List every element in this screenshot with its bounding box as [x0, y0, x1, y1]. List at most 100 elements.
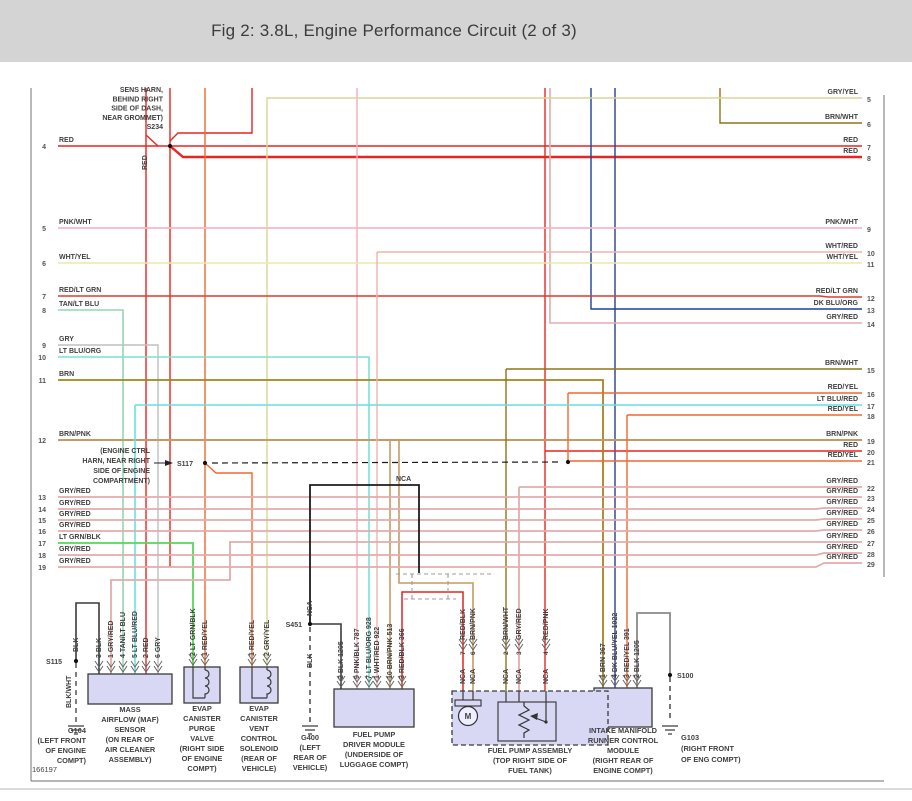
row-number: 28 — [867, 552, 875, 559]
pin-label: 1 RED/YEL — [202, 619, 209, 656]
pin-label: 4 DK BLU/YEL 1022 — [612, 613, 619, 678]
connector-chevron-icon — [94, 660, 104, 673]
wire-color-label: BRN/PNK — [59, 431, 91, 438]
pin-label: 5 LT BLU/RED — [132, 611, 139, 658]
wire-color-label: BRN — [59, 371, 74, 378]
row-number: 8 — [867, 156, 871, 163]
splice-label: S100 — [677, 673, 693, 680]
row-number: 12 — [38, 438, 46, 445]
harness-note: S234 — [147, 124, 163, 131]
coil-icon — [251, 667, 267, 699]
pin-label: 2 LT GRN/BLK — [190, 608, 197, 656]
harness-note: COMPARTMENT) — [93, 478, 150, 485]
component-caption: (UNDERSIDE OF — [345, 750, 404, 759]
wire — [719, 88, 862, 124]
connector-chevron-icon — [468, 638, 478, 651]
wire-color-label: GRY/RED — [59, 546, 91, 553]
connector-chevron-icon — [247, 653, 257, 666]
connector-chevron-icon — [262, 653, 272, 666]
row-number: 8 — [42, 308, 46, 315]
row-number: 5 — [42, 226, 46, 233]
wire-color-label: GRY/RED — [826, 488, 858, 495]
connector-chevron-icon — [372, 675, 382, 688]
wire-color-label: RED — [843, 137, 858, 144]
wire — [58, 379, 604, 688]
pin-label: 6 GRY — [155, 637, 162, 658]
wire — [204, 462, 253, 667]
splice-dot — [202, 460, 208, 466]
wire — [636, 612, 671, 688]
component-caption: FUEL TANK) — [508, 766, 552, 775]
pin-label: NCA — [460, 669, 467, 684]
component-caption: (RIGHT REAR OF — [593, 756, 654, 765]
row-number: 11 — [39, 378, 47, 385]
wire-color-label: GRY/RED — [826, 314, 858, 321]
wire — [145, 134, 159, 147]
wire — [549, 88, 862, 324]
wire-color-label: PNK/WHT — [825, 219, 858, 226]
row-number: 7 — [867, 145, 871, 152]
harness-note: NEAR GROMMET) — [102, 115, 163, 122]
component-caption: RUNNER CONTROL — [588, 736, 659, 745]
wire — [58, 552, 862, 556]
row-number: 10 — [38, 355, 46, 362]
connector-chevron-icon — [598, 674, 608, 687]
wiper-arrowhead-icon — [530, 713, 538, 720]
pin-label: 4 TAN/LT BLU — [120, 612, 127, 658]
wire-color-label: GRY/RED — [826, 478, 858, 485]
component-caption: OF ENGINE — [45, 746, 86, 755]
row-number: 19 — [38, 565, 46, 572]
wire-color-label: BRN/WHT — [825, 114, 859, 121]
wire-color-label: GRY/RED — [826, 533, 858, 540]
wire — [58, 507, 862, 510]
connector-chevron-icon — [385, 675, 395, 688]
component-caption: EVAP — [249, 704, 269, 713]
row-number: 24 — [867, 507, 875, 514]
row-number: 23 — [867, 496, 875, 503]
row-number: 13 — [867, 308, 875, 315]
wire — [312, 623, 342, 689]
component-caption: (REAR OF — [241, 754, 277, 763]
row-number: 29 — [867, 562, 875, 569]
component-caption: OF ENGINE — [182, 754, 223, 763]
component-caption: COMPT) — [187, 764, 217, 773]
coil-icon — [204, 669, 210, 698]
component-caption: ASSEMBLY) — [109, 755, 152, 764]
wire-color-label: LT GRN/BLK — [59, 534, 101, 541]
motor-letter: M — [465, 712, 472, 721]
wire — [58, 529, 862, 532]
fuel-pump-driver-module-box — [333, 688, 415, 728]
wire-color-label: RED — [843, 148, 858, 155]
splice-label: S117 — [177, 461, 193, 468]
row-number: 16 — [867, 392, 875, 399]
component-caption: VALVE — [190, 734, 214, 743]
pin-label: NCA — [503, 669, 510, 684]
motor-icon — [457, 705, 479, 727]
connector-chevron-icon — [188, 653, 198, 666]
component-caption: CANISTER — [240, 714, 278, 723]
harness-note: SENS HARN, — [120, 87, 163, 94]
row-number: 15 — [38, 518, 46, 525]
component-caption: EVAP — [192, 704, 212, 713]
pin-label: RED — [142, 155, 149, 170]
wire — [75, 602, 100, 674]
wire — [169, 145, 862, 159]
wire-color-label: LT BLU/RED — [817, 396, 858, 403]
wire-color-label: GRY/RED — [826, 521, 858, 528]
splice-dashed-link — [211, 461, 563, 464]
connector-chevron-icon — [501, 638, 511, 651]
row-number: 17 — [867, 404, 875, 411]
wire-color-label: GRY — [59, 336, 74, 343]
pin-label: BLK — [307, 654, 314, 668]
connector-chevron-icon — [106, 660, 116, 673]
wire-color-label: BRN/WHT — [825, 360, 859, 367]
row-number: 26 — [867, 529, 875, 536]
wire-color-label: RED/YEL — [828, 452, 859, 459]
component-caption: G103 — [681, 733, 699, 742]
component-caption: VEHICLE) — [293, 763, 328, 772]
pin-label: 10 BRN/PNK 513 — [387, 624, 394, 679]
wire — [401, 591, 464, 691]
wire-color-label: GRY/RED — [59, 500, 91, 507]
sender-dot — [544, 720, 548, 724]
